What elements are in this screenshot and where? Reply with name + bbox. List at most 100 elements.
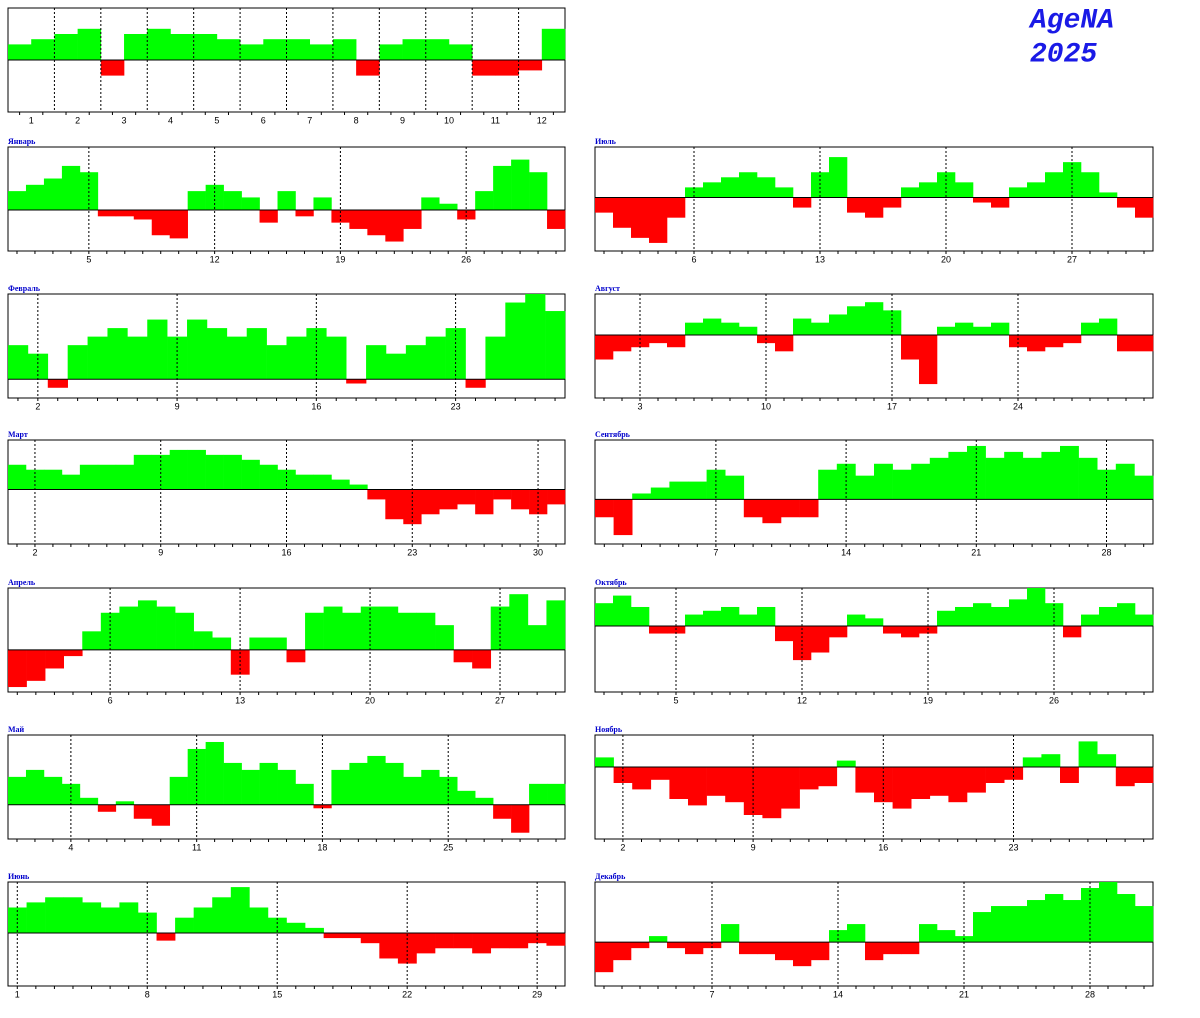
bar xyxy=(193,631,213,650)
bar xyxy=(223,191,242,211)
bar xyxy=(8,345,29,380)
bar xyxy=(529,783,548,805)
bar xyxy=(595,197,614,213)
bar xyxy=(743,499,763,518)
bar xyxy=(649,197,668,243)
bar xyxy=(349,762,368,805)
bar xyxy=(703,318,722,335)
bar xyxy=(107,328,128,380)
bar xyxy=(669,481,689,500)
bar xyxy=(45,649,64,669)
bar xyxy=(595,499,614,518)
bar xyxy=(495,60,519,76)
bar xyxy=(133,210,153,220)
bar xyxy=(793,942,812,967)
bar xyxy=(79,797,99,805)
bar xyxy=(493,489,512,500)
bar xyxy=(249,907,269,933)
bar xyxy=(457,210,476,220)
bar xyxy=(127,336,148,380)
bar xyxy=(1117,894,1136,943)
bar xyxy=(54,34,78,60)
bar xyxy=(685,614,704,626)
panel: Август 3 10 17 24 xyxy=(594,284,1154,411)
bar xyxy=(1135,197,1154,218)
bar xyxy=(829,157,848,198)
x-tick-label: 23 xyxy=(451,401,461,411)
panel: Январь 5 12 19 26 xyxy=(7,137,566,264)
bar xyxy=(230,649,250,675)
bar xyxy=(688,481,707,500)
bar xyxy=(1097,754,1117,767)
panel: Май 4 11 18 25 xyxy=(7,725,566,852)
bar xyxy=(793,318,812,335)
x-tick-label: 24 xyxy=(1013,401,1023,411)
x-tick-label: 12 xyxy=(537,115,547,125)
bar xyxy=(973,197,992,203)
panel-title: Май xyxy=(8,725,25,734)
bar xyxy=(1022,457,1042,500)
bar xyxy=(1009,187,1028,198)
bar xyxy=(493,804,512,819)
x-tick-label: 28 xyxy=(1085,989,1095,999)
bar xyxy=(342,612,362,650)
bar xyxy=(855,767,875,793)
bar xyxy=(739,614,758,626)
bar xyxy=(818,469,838,500)
panel-title: Апрель xyxy=(8,578,36,587)
bar xyxy=(793,197,812,208)
bar xyxy=(323,932,343,939)
bar xyxy=(1117,334,1136,352)
bar xyxy=(929,767,949,796)
bar xyxy=(151,804,171,826)
bar xyxy=(349,210,368,229)
x-tick-label: 11 xyxy=(192,842,201,852)
bar xyxy=(847,924,866,943)
bar xyxy=(205,184,224,211)
bar xyxy=(1134,767,1154,783)
bar xyxy=(937,610,956,626)
bar xyxy=(948,767,968,803)
bar xyxy=(525,294,546,380)
bar xyxy=(63,897,83,933)
x-tick-label: 21 xyxy=(959,989,969,999)
bar xyxy=(775,187,794,198)
bar xyxy=(277,469,296,490)
bar xyxy=(331,769,350,805)
x-tick-label: 8 xyxy=(145,989,150,999)
bar xyxy=(948,451,968,500)
bar xyxy=(937,326,956,335)
bar xyxy=(97,464,117,490)
bar xyxy=(379,932,399,959)
bar xyxy=(541,28,566,60)
bar xyxy=(985,457,1005,500)
bar xyxy=(781,499,800,518)
bar xyxy=(1009,334,1028,348)
bar xyxy=(721,322,740,335)
bar xyxy=(1081,614,1100,626)
x-tick-label: 14 xyxy=(841,547,851,557)
bar xyxy=(919,334,938,385)
x-tick-label: 9 xyxy=(400,115,405,125)
bar xyxy=(360,932,380,944)
bar xyxy=(206,328,228,380)
bar xyxy=(955,606,974,626)
bar xyxy=(1041,754,1061,767)
bar xyxy=(613,942,632,961)
bar xyxy=(1009,599,1028,626)
bar xyxy=(397,612,417,650)
bar xyxy=(61,783,81,805)
bar xyxy=(263,39,287,60)
bar xyxy=(493,165,512,211)
bar xyxy=(527,625,547,650)
bar xyxy=(167,336,188,380)
bar xyxy=(1027,900,1046,943)
bar xyxy=(721,177,740,198)
bar xyxy=(170,34,194,60)
bar xyxy=(688,767,707,806)
bar xyxy=(385,489,404,520)
bar xyxy=(26,902,46,933)
bar xyxy=(595,603,614,626)
bar xyxy=(757,606,776,626)
bar xyxy=(356,60,380,76)
